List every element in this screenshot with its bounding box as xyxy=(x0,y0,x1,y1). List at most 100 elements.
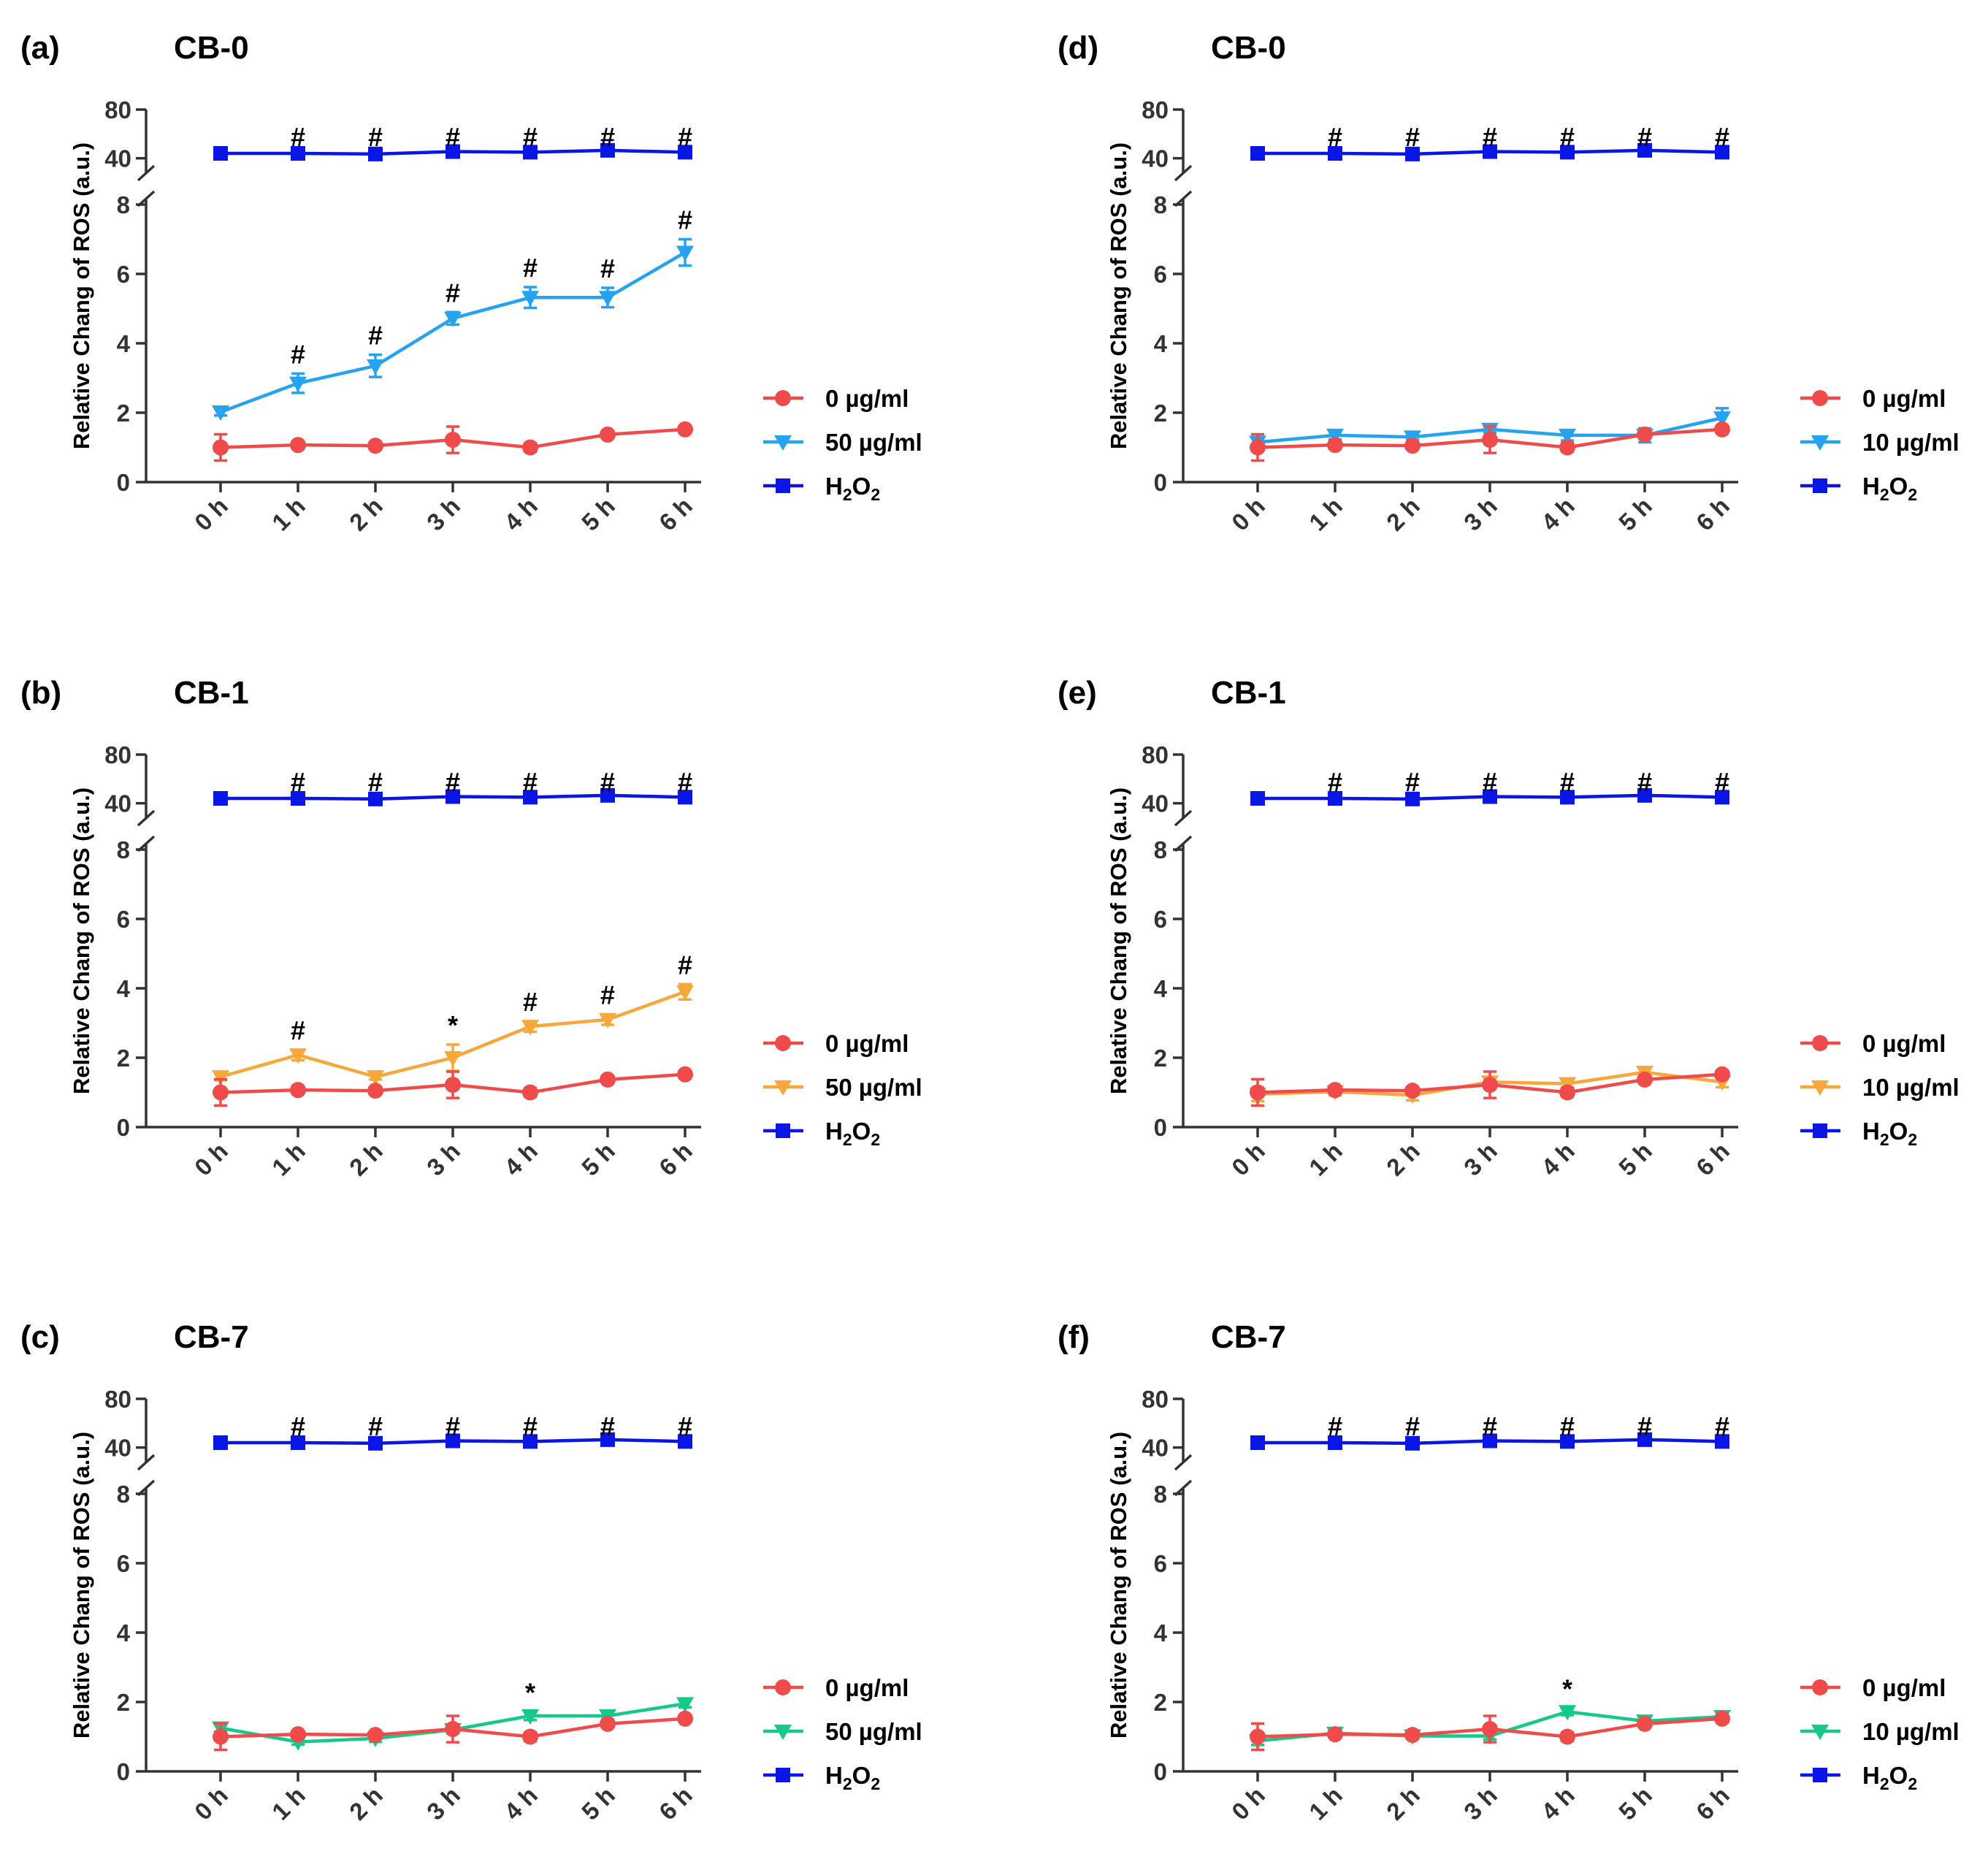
data-point xyxy=(1637,787,1652,803)
significance-marker: # xyxy=(600,767,615,797)
panel-letter: (a) xyxy=(20,30,60,66)
y-tick-label: 8 xyxy=(117,191,130,218)
series-1 xyxy=(213,1710,693,1752)
data-point xyxy=(367,359,384,375)
data-point xyxy=(445,432,461,449)
panel-title: CB-1 xyxy=(174,675,249,711)
x-tick-label: 0 h xyxy=(189,492,233,536)
significance-marker: # xyxy=(600,980,615,1010)
significance-marker: # xyxy=(523,1411,538,1441)
significance-marker: # xyxy=(523,987,538,1017)
data-point xyxy=(1560,790,1575,805)
data-point xyxy=(1715,790,1729,805)
data-point xyxy=(1482,1721,1498,1738)
data-point xyxy=(1560,1434,1575,1449)
x-tick-label: 0 h xyxy=(1226,492,1270,536)
legend-item: 0 µg/ml xyxy=(763,1030,909,1057)
legend-label: H2O2 xyxy=(825,1118,880,1149)
axis-break-mark xyxy=(137,809,156,827)
y-tick-label: 8 xyxy=(1154,191,1167,218)
series-2: # # # # # # xyxy=(212,205,694,421)
series-line xyxy=(220,251,687,414)
data-point xyxy=(1404,1727,1421,1744)
data-point xyxy=(600,142,615,158)
x-tick-label: 3 h xyxy=(421,1137,465,1181)
data-point xyxy=(1483,144,1497,159)
legend-item: 50 µg/ml xyxy=(763,429,922,456)
significance-marker: # xyxy=(1328,767,1342,797)
data-point xyxy=(1328,1435,1342,1450)
legend-marker xyxy=(774,1725,792,1740)
y-tick-label: 6 xyxy=(117,1550,130,1577)
legend-item: 50 µg/ml xyxy=(763,1074,922,1101)
panel-title: CB-0 xyxy=(1211,30,1286,66)
chart-panel-4: (d) CB-0 80 40 8 6 4 2 0 0 h 1 h 2 h 3 h 4 h 5 h 6 h Rel… xyxy=(1058,30,1960,536)
x-tick-label: 3 h xyxy=(421,1782,465,1825)
data-point xyxy=(1714,1710,1730,1727)
data-point xyxy=(290,1726,306,1743)
legend-marker xyxy=(775,1035,791,1051)
x-tick-label: 6 h xyxy=(1691,1137,1735,1181)
legend-label: 50 µg/ml xyxy=(825,1074,922,1101)
x-tick-label: 4 h xyxy=(499,1137,543,1181)
x-tick-label: 0 h xyxy=(1226,1137,1270,1181)
axis-break-mark xyxy=(1174,1454,1193,1471)
data-point xyxy=(289,376,307,392)
series-3 xyxy=(1250,142,1729,161)
data-point xyxy=(1404,438,1421,454)
chart-panel-1: (a) CB-0 80 40 8 6 4 2 0 0 h 1 h 2 h 3 h 4 h 5 h 6 h Rel… xyxy=(20,30,922,536)
x-tick-label: 1 h xyxy=(1304,1782,1347,1825)
data-point xyxy=(1404,1083,1421,1099)
data-point xyxy=(1483,1433,1497,1449)
x-tick-label: 1 h xyxy=(267,1137,310,1181)
legend-item: 10 µg/ml xyxy=(1800,1074,1960,1101)
data-point xyxy=(213,439,229,456)
data-point xyxy=(291,146,305,161)
significance-marker: # xyxy=(1405,767,1420,797)
x-tick-label: 2 h xyxy=(344,1137,388,1181)
y-axis-label: Relative Chang of ROS (a.u.) xyxy=(1106,787,1131,1094)
y-tick-label: 4 xyxy=(1154,1619,1168,1646)
y-axis-label: Relative Chang of ROS (a.u.) xyxy=(69,1432,94,1739)
data-point xyxy=(1713,411,1731,427)
data-point xyxy=(368,146,383,161)
legend-label: 0 µg/ml xyxy=(825,385,909,412)
y-tick-label: 4 xyxy=(117,975,131,1002)
y-axis-label: Relative Chang of ROS (a.u.) xyxy=(69,787,94,1094)
significance-marker: # xyxy=(1637,1411,1652,1441)
y-tick-label: 8 xyxy=(1154,1481,1167,1508)
legend-item: 0 µg/ml xyxy=(1800,1030,1946,1057)
legend-marker xyxy=(1813,478,1827,493)
series-2: # * # # # xyxy=(212,950,694,1086)
data-point xyxy=(678,1434,692,1449)
legend-marker xyxy=(774,435,792,451)
legend-item: H2O2 xyxy=(1800,1118,1917,1149)
significance-marker: # xyxy=(291,1411,305,1441)
data-point xyxy=(444,1051,462,1066)
data-point xyxy=(1405,791,1420,806)
x-tick-label: 1 h xyxy=(1304,492,1347,536)
data-point xyxy=(600,1715,616,1732)
x-tick-label: 6 h xyxy=(654,1782,697,1825)
significance-marker: # xyxy=(678,122,692,152)
series-3 xyxy=(1250,787,1729,806)
panel-letter: (c) xyxy=(20,1319,60,1355)
data-point xyxy=(446,1433,460,1449)
legend-item: 0 µg/ml xyxy=(763,385,909,412)
y-tick-label: 8 xyxy=(1154,836,1167,863)
legend-marker xyxy=(1811,435,1829,451)
legend-marker xyxy=(1812,390,1828,406)
legend-marker xyxy=(775,390,791,406)
chart-panel-2: (b) CB-1 80 40 8 6 4 2 0 0 h 1 h 2 h 3 h 4 h 5 h 6 h Rel… xyxy=(20,675,922,1181)
legend-label: 0 µg/ml xyxy=(1862,385,1946,412)
legend-item: H2O2 xyxy=(1800,1762,1917,1793)
y-tick-label: 2 xyxy=(117,1689,130,1716)
significance-marker: # xyxy=(446,767,460,797)
data-point xyxy=(1483,789,1497,804)
significance-marker: * xyxy=(1562,1674,1572,1704)
axis-break-mark xyxy=(1174,164,1193,182)
data-point xyxy=(1250,1435,1265,1450)
data-point xyxy=(1559,428,1576,444)
data-point xyxy=(600,426,616,443)
legend-label: 10 µg/ml xyxy=(1862,1074,1960,1101)
